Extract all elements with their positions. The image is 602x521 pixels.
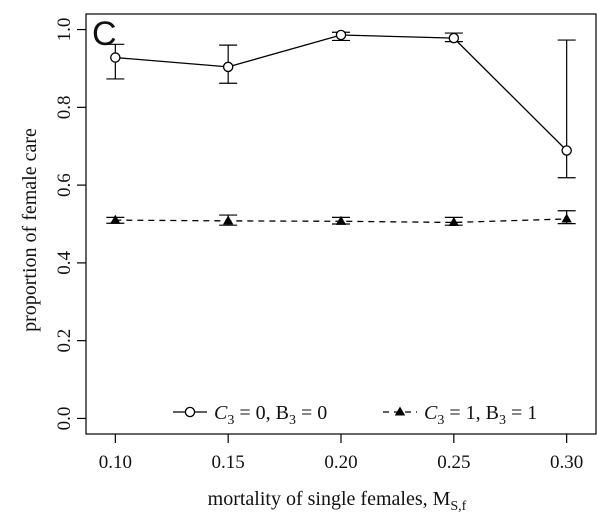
legend-2-suffix: = 1 xyxy=(506,402,537,424)
legend-1-suffix: = 0 xyxy=(296,402,327,424)
x-axis-title-main: mortality of single females, M xyxy=(208,488,451,510)
series-1-point-4 xyxy=(561,145,572,156)
legend-1-sub-c: 3 xyxy=(227,413,234,428)
x-tick-label-1: 0.15 xyxy=(212,452,245,473)
series-2-point-3 xyxy=(448,217,460,227)
x-tick-label-3: 0.25 xyxy=(437,452,470,473)
legend-label-series-2: C3 = 1, B3 = 1 xyxy=(424,402,537,428)
plot-frame xyxy=(85,13,597,435)
legend-2-sub-b: 3 xyxy=(499,413,506,428)
legend-1-sub-b: 3 xyxy=(289,413,296,428)
series-1-point-0 xyxy=(110,52,121,63)
y-tick-label-0: 0.0 xyxy=(54,407,75,431)
legend-label-series-1: C3 = 0, B3 = 0 xyxy=(214,402,327,428)
y-tick-label-3: 0.6 xyxy=(54,173,75,197)
series-2-point-2 xyxy=(335,215,347,225)
x-tick-label-0: 0.10 xyxy=(99,452,132,473)
legend-1-mid: = 0, B xyxy=(234,402,289,424)
series-2-point-1 xyxy=(222,215,234,225)
series-1-point-1 xyxy=(222,61,234,73)
legend-marker-series-2 xyxy=(394,406,406,416)
y-tick-label-2: 0.4 xyxy=(54,251,75,275)
legend-2-sub-c: 3 xyxy=(437,413,444,428)
series-2-point-0 xyxy=(110,214,121,224)
legend-marker-series-1 xyxy=(184,406,196,418)
series-1-point-2 xyxy=(335,29,347,41)
y-tick-label-5: 1.0 xyxy=(54,18,75,42)
series-2 xyxy=(106,210,576,227)
series-1 xyxy=(106,29,576,179)
series-layer xyxy=(106,29,576,227)
x-axis: 0.10 0.15 0.20 0.25 0.30 xyxy=(99,434,583,473)
y-tick-label-4: 0.8 xyxy=(54,95,75,119)
x-axis-title: mortality of single females, MS,f xyxy=(208,488,467,514)
series-1-line xyxy=(115,34,568,151)
x-tick-label-4: 0.30 xyxy=(550,452,583,473)
y-axis-title: proportion of female care xyxy=(19,128,41,332)
panel-label: C xyxy=(92,15,117,53)
x-axis-title-subscript: S,f xyxy=(450,499,466,514)
legend: C3 = 0, B3 = 0 C3 = 1, B3 = 1 xyxy=(173,402,537,428)
y-axis: 0.0 0.2 0.4 0.6 0.8 1.0 xyxy=(54,18,86,431)
series-1-point-3 xyxy=(448,32,460,44)
legend-1-var-c: C xyxy=(214,402,228,424)
y-tick-label-1: 0.2 xyxy=(54,329,75,353)
series-2-point-4 xyxy=(561,213,572,223)
x-tick-label-2: 0.20 xyxy=(324,452,357,473)
legend-2-mid: = 1, B xyxy=(444,402,499,424)
legend-2-var-c: C xyxy=(424,402,438,424)
